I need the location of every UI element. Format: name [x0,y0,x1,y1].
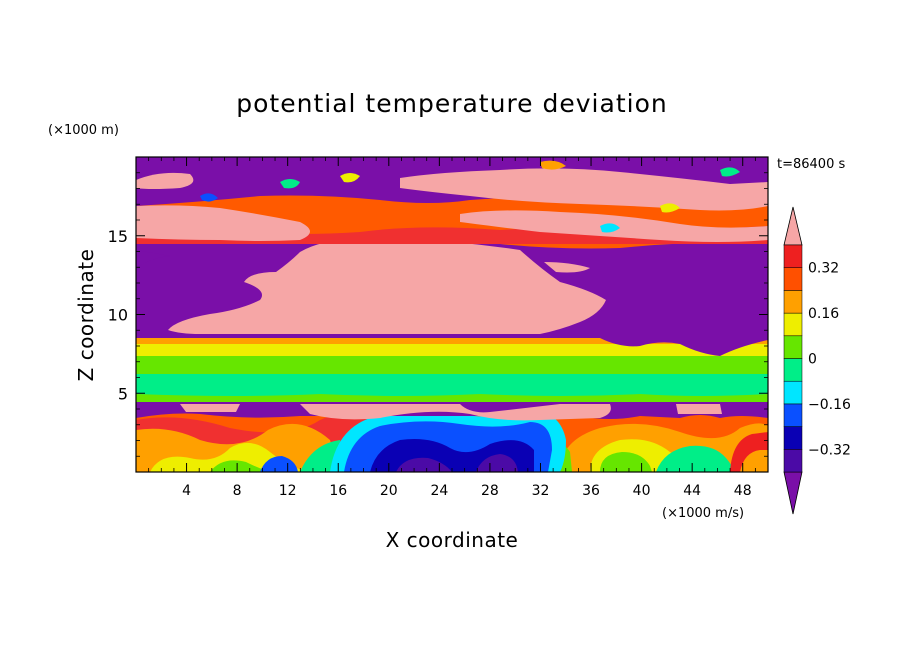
x-tick-label: 20 [380,483,398,499]
colorbar: 0.32 0.16 0 −0.16 −0.32 [783,206,851,515]
contour-region [540,160,566,170]
contour-region [544,262,590,273]
contour-region [168,238,606,334]
colorbar-swatch [783,449,803,473]
x-tick-label: 16 [329,483,347,499]
contour-region [600,452,652,472]
contour-region [180,404,240,412]
contour-region [136,394,768,402]
colorbar-tick-label: 0.32 [808,261,839,277]
contour-region [300,404,611,421]
x-tick-label: 48 [734,483,752,499]
x-tick-label: 4 [182,483,191,499]
contour-region [136,172,194,189]
contour-region [136,205,310,241]
y-axis: 5 10 15 [108,172,768,457]
colorbar-tick-label: 0 [808,352,817,368]
y-tick-label: 15 [108,227,128,246]
x-tick-label: 36 [582,483,600,499]
colorbar-over-triangle [783,206,803,246]
x-unit-label: (×1000 m/s) [662,506,744,521]
colorbar-swatch [783,426,803,450]
colorbar-swatch [783,244,803,268]
x-tick-label: 28 [481,483,499,499]
colorbar-tick-label: −0.32 [808,442,851,458]
contour-field [136,157,768,472]
y-unit-label: (×1000 m) [48,123,119,138]
contour-region [660,203,680,213]
contour-region [656,445,736,472]
colorbar-swatch [783,267,803,291]
colorbar-tick-label: −0.16 [808,397,851,413]
chart-title: potential temperature deviation [236,89,667,118]
contour-region [340,173,360,183]
y-tick-label: 5 [118,384,128,403]
contour-region [136,344,768,356]
x-tick-label: 24 [430,483,448,499]
colorbar-tick-label: 0.16 [808,306,839,322]
y-axis-label: Z coordinate [74,249,98,382]
colorbar-under-triangle [783,471,803,515]
colorbar-swatch [783,290,803,314]
time-label: t=86400 s [777,157,845,172]
x-axis: 4 8 12 16 20 24 28 32 36 40 44 48 [148,157,756,499]
x-tick-label: 44 [683,483,701,499]
colorbar-swatch [783,358,803,382]
colorbar-swatch [783,335,803,359]
contour-region [600,223,620,233]
contour-region [740,450,768,472]
contour-region [136,356,768,374]
x-tick-label: 32 [532,483,550,499]
colorbar-swatch [783,312,803,337]
x-axis-label: X coordinate [386,528,519,552]
contour-region [476,454,518,472]
contour-region [400,168,768,211]
y-tick-label: 10 [108,306,128,325]
contour-region [396,457,452,472]
contour-region [210,460,272,472]
colorbar-swatch [783,403,803,427]
contour-region [720,167,740,177]
x-tick-label: 8 [233,483,242,499]
contour-region [136,250,170,268]
contour-region [280,179,300,189]
x-tick-label: 40 [633,483,651,499]
contour-region [676,404,722,414]
colorbar-swatch [783,380,803,405]
contour-region [200,193,218,202]
x-tick-label: 12 [279,483,297,499]
contour-region [260,456,298,472]
